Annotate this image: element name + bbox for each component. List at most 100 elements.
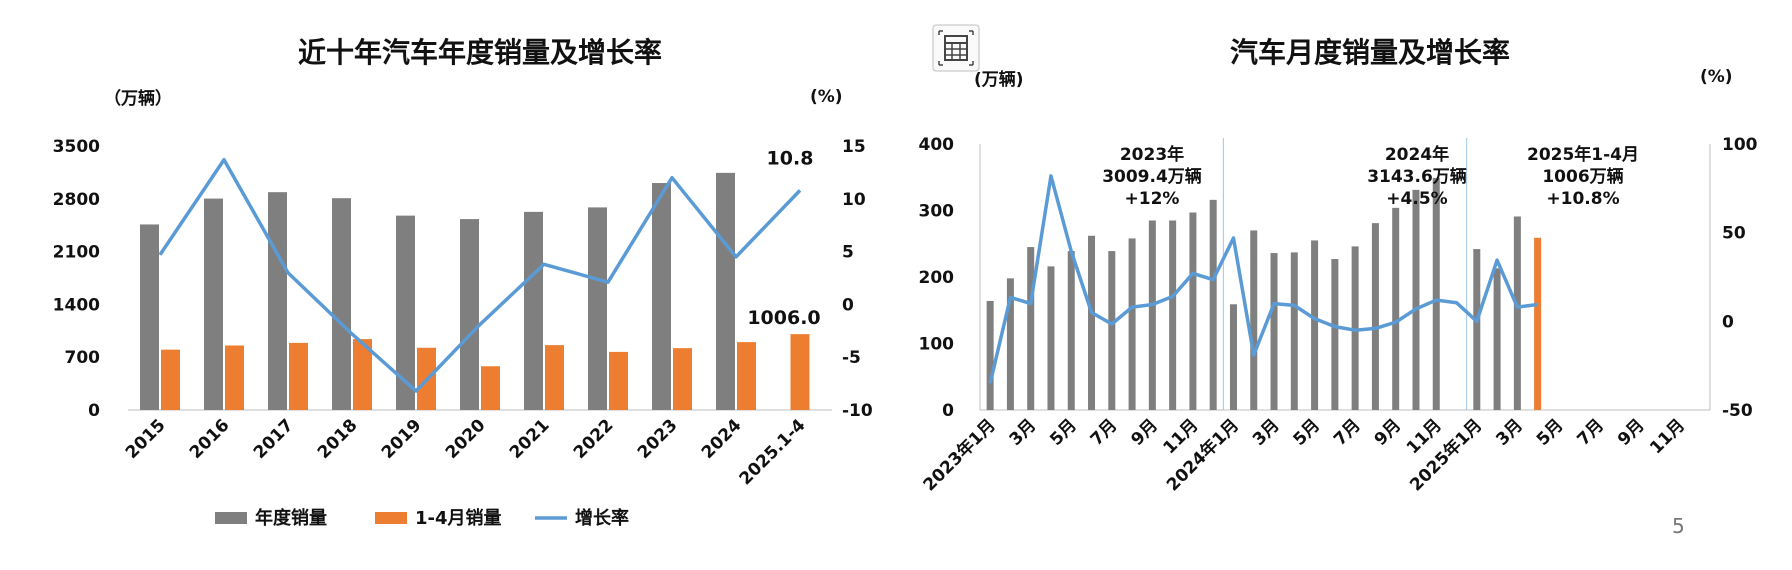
monthly-sales-bar	[1371, 223, 1379, 410]
annual-sales-bar	[460, 219, 479, 410]
x-category-label: 2016	[186, 415, 234, 463]
x-category-label: 2017	[250, 415, 298, 463]
monthly-sales-bar	[1290, 252, 1298, 410]
x-category-label: 2015	[122, 415, 170, 463]
annual-sales-bar	[588, 207, 607, 410]
annual-sales-bar	[204, 198, 223, 410]
monthly-sales-bar	[1392, 207, 1400, 410]
y-left-tick-label: 400	[919, 135, 955, 155]
x-month-label: 9月	[1127, 415, 1162, 450]
jan-apr-sales-bar	[225, 345, 244, 410]
monthly-sales-bar	[1250, 230, 1258, 410]
legend-label: 增长率	[575, 507, 629, 529]
y-right-tick-label: -50	[1722, 401, 1753, 421]
monthly-sales-bar	[1169, 220, 1177, 410]
x-category-label: 2022	[570, 415, 618, 463]
monthly-sales-bar	[1534, 237, 1542, 410]
period-note-line: 2025年1-4月	[1527, 144, 1639, 165]
annual-sales-bar	[332, 198, 351, 410]
y-left-tick-label: 1400	[53, 295, 100, 315]
monthly-sales-bar	[986, 300, 994, 410]
annual-sales-bar	[524, 211, 543, 410]
jan-apr-sales-bar	[545, 345, 564, 410]
jan-apr-sales-bar	[161, 349, 180, 410]
period-note-line: 2024年	[1385, 144, 1449, 165]
monthly-sales-bar	[1513, 216, 1521, 410]
growth-rate-line	[158, 157, 802, 393]
jan-apr-sales-bar	[673, 348, 692, 410]
monthly-sales-bar	[1331, 259, 1339, 410]
x-category-label: 2020	[442, 415, 490, 463]
period-note-line: +10.8%	[1546, 189, 1619, 209]
legend-swatch	[215, 512, 247, 524]
y-left-tick-label: 200	[919, 268, 955, 288]
y-right-tick-label: 100	[1722, 135, 1758, 155]
y-right-unit: (%)	[1700, 67, 1733, 87]
y-right-tick-label: -5	[842, 348, 861, 368]
period-note-line: +4.5%	[1386, 189, 1447, 209]
x-month-label: 3月	[1249, 415, 1284, 450]
y-left-tick-label: 100	[919, 335, 955, 355]
chart-title: 近十年汽车年度销量及增长率	[298, 36, 662, 69]
monthly-sales-bar	[1351, 246, 1359, 410]
y-left-unit: (万辆)	[974, 69, 1024, 90]
monthly-sales-bar	[1189, 212, 1197, 410]
y-left-unit: （万辆）	[104, 88, 172, 109]
x-month-label: 9月	[1614, 415, 1649, 450]
y-right-tick-label: 5	[842, 243, 854, 263]
monthly-sales-bar	[1432, 177, 1440, 410]
x-month-label: 3月	[1492, 415, 1527, 450]
y-right-unit: (%)	[810, 87, 843, 107]
y-left-tick-label: 3500	[53, 137, 100, 157]
legend-label: 1-4月销量	[415, 507, 502, 529]
period-note-line: 1006万辆	[1542, 166, 1623, 187]
y-left-tick-label: 2800	[53, 190, 100, 210]
x-category-label: 2025.1-4	[736, 415, 810, 489]
monthly-sales-bar	[1108, 251, 1116, 410]
y-right-tick-label: 15	[842, 137, 866, 157]
sales-data-label: 1006.0	[747, 307, 820, 329]
monthly-sales-bar	[1493, 268, 1501, 410]
y-right-tick-label: 0	[842, 295, 854, 315]
annual-sales-chart: 近十年汽车年度销量及增长率 （万辆） (%) 0 700 1400 2100 2800 3500…	[53, 36, 873, 529]
legend-label: 年度销量	[255, 507, 327, 529]
period-note-line: 3009.4万辆	[1102, 166, 1202, 187]
annual-sales-bar	[396, 215, 415, 410]
annual-sales-bar	[140, 224, 159, 410]
monthly-sales-bar	[1311, 240, 1319, 410]
x-category-label: 2021	[506, 415, 554, 463]
x-category-label: 2019	[378, 415, 426, 463]
monthly-sales-bar	[1088, 235, 1096, 410]
monthly-sales-bar	[1148, 220, 1156, 410]
annual-sales-bar	[652, 183, 671, 410]
x-month-label: 3月	[1006, 415, 1041, 450]
jan-apr-sales-bar	[289, 342, 308, 410]
page-number: 5	[1672, 514, 1685, 538]
monthly-sales-bar	[1229, 304, 1237, 410]
chart-title: 汽车月度销量及增长率	[1230, 36, 1510, 69]
annual-sales-bar	[268, 192, 287, 410]
monthly-sales-bar	[1473, 249, 1481, 410]
jan-apr-sales-bar	[353, 339, 372, 410]
monthly-sales-bar	[1006, 278, 1014, 410]
jan-apr-sales-bar	[790, 334, 810, 410]
y-left-tick-label: 0	[88, 401, 100, 421]
x-month-label: 7月	[1573, 415, 1608, 450]
period-note-line: 2023年	[1120, 144, 1184, 165]
y-left-tick-label: 0	[942, 401, 954, 421]
monthly-sales-bar	[1067, 251, 1075, 410]
jan-apr-sales-bar	[609, 351, 628, 410]
x-month-label: 9月	[1371, 415, 1406, 450]
calculator-icon[interactable]	[932, 24, 980, 72]
y-right-tick-label: 0	[1722, 312, 1734, 332]
x-month-label: 5月	[1046, 415, 1081, 450]
period-note-line: +12%	[1125, 189, 1180, 209]
monthly-sales-bar	[1270, 253, 1278, 410]
period-note-line: 3143.6万辆	[1367, 166, 1467, 187]
monthly-sales-bar	[1047, 266, 1055, 410]
monthly-sales-bar	[1412, 189, 1420, 410]
x-month-label: 11月	[1646, 415, 1689, 458]
x-category-label: 2024	[698, 415, 746, 463]
x-month-label: 5月	[1290, 415, 1325, 450]
